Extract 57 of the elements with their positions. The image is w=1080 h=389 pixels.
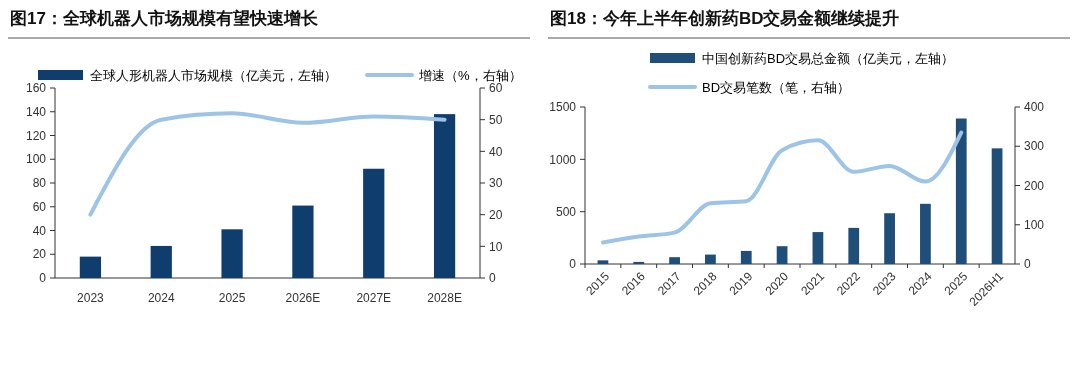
y2-tick-label: 0 bbox=[1024, 257, 1031, 272]
y2-tick-label: 60 bbox=[489, 81, 503, 96]
x-tick-label: 2024 bbox=[147, 291, 175, 305]
chart-title: 图17：全球机器人市场规模有望快速增长 bbox=[10, 9, 319, 28]
bar bbox=[79, 256, 102, 278]
bar bbox=[991, 148, 1003, 264]
y2-tick-label: 200 bbox=[1024, 178, 1045, 193]
y2-tick-label: 20 bbox=[489, 207, 503, 222]
y2-tick-label: 400 bbox=[1024, 100, 1045, 115]
bar bbox=[292, 205, 314, 278]
x-tick-label: 2028E bbox=[427, 291, 462, 305]
bar bbox=[920, 203, 931, 264]
bar bbox=[848, 227, 860, 264]
y2-tick-label: 300 bbox=[1024, 139, 1045, 154]
y-tick-label: 160 bbox=[25, 81, 47, 96]
bar bbox=[705, 254, 716, 264]
bar bbox=[150, 245, 172, 278]
y-tick-label: 1500 bbox=[549, 100, 577, 115]
y-tick-label: 100 bbox=[25, 152, 47, 167]
y-tick-label: 500 bbox=[555, 204, 577, 219]
y-tick-label: 140 bbox=[25, 104, 47, 119]
bar bbox=[955, 118, 967, 264]
y2-tick-label: 100 bbox=[1024, 217, 1045, 232]
y-tick-label: 20 bbox=[32, 247, 47, 262]
bar bbox=[776, 246, 788, 264]
bar bbox=[740, 250, 752, 264]
y2-tick-label: 50 bbox=[489, 112, 503, 127]
y-tick-label: 80 bbox=[32, 176, 47, 191]
x-tick-label: 2025 bbox=[218, 291, 246, 305]
bar bbox=[812, 232, 824, 264]
bar bbox=[884, 213, 895, 264]
y-tick-label: 0 bbox=[569, 257, 577, 272]
bar bbox=[597, 260, 609, 264]
y-tick-label: 0 bbox=[39, 271, 47, 286]
y-tick-label: 40 bbox=[32, 223, 47, 238]
y-tick-label: 120 bbox=[25, 128, 47, 143]
bar bbox=[633, 261, 645, 264]
bar bbox=[221, 229, 243, 278]
legend-label: BD交易笔数（笔，右轴） bbox=[702, 79, 851, 95]
legend-label: 中国创新药BD交易总金额（亿美元，左轴） bbox=[702, 50, 955, 66]
legend-label: 全球人形机器人市场规模（亿美元，左轴） bbox=[90, 67, 337, 83]
y-tick-label: 60 bbox=[32, 199, 47, 214]
y2-tick-label: 30 bbox=[489, 176, 503, 191]
y2-tick-label: 10 bbox=[489, 239, 503, 254]
x-tick-label: 2026E bbox=[285, 291, 321, 305]
x-tick-label: 2023 bbox=[77, 291, 105, 305]
x-tick-label: 2027E bbox=[356, 291, 392, 305]
bar bbox=[433, 114, 456, 278]
y2-tick-label: 40 bbox=[489, 144, 503, 159]
y-tick-label: 1000 bbox=[549, 152, 577, 167]
line-series bbox=[88, 111, 447, 217]
bar bbox=[669, 257, 680, 264]
legend-label: 增速（%，右轴） bbox=[418, 67, 522, 83]
chart-title: 图18：今年上半年创新药BD交易金额继续提升 bbox=[550, 9, 900, 28]
bar bbox=[363, 168, 385, 278]
y2-tick-label: 0 bbox=[489, 271, 496, 286]
line-series bbox=[600, 130, 964, 245]
